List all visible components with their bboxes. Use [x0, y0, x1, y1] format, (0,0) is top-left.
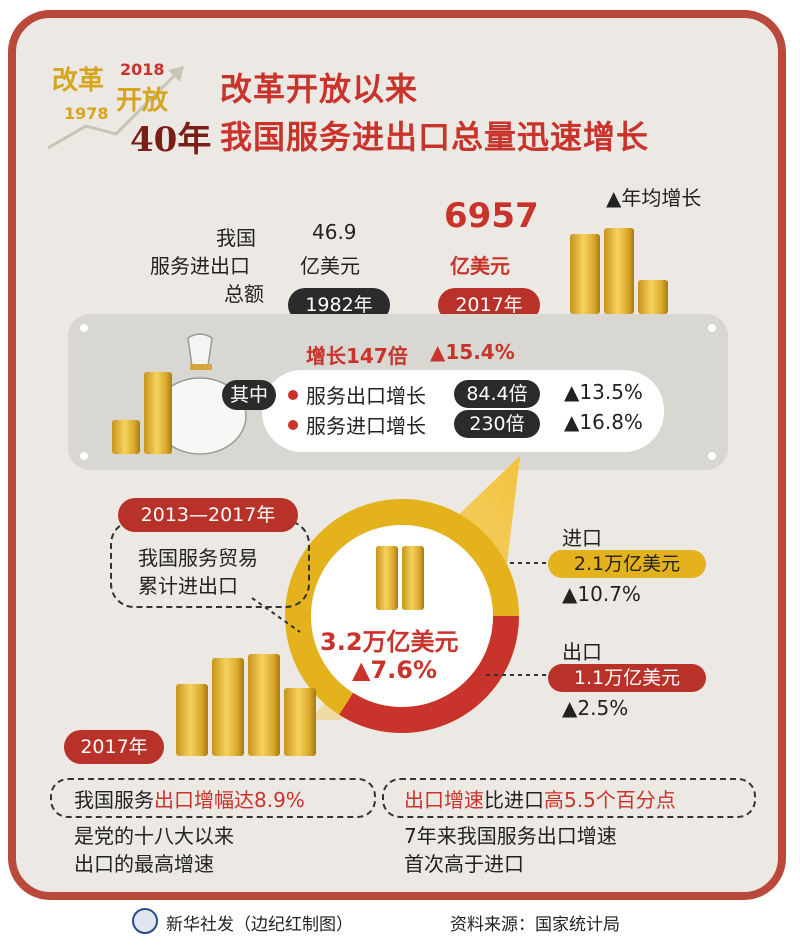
logo-text-open: 开放 — [116, 86, 169, 116]
year-2017-note-badge: 2017年 — [64, 730, 164, 764]
export-growth-rate: ▲13.5% — [564, 380, 643, 404]
coin-stack — [248, 654, 280, 756]
note1-line2: 是党的十八大以来 — [74, 824, 234, 848]
note2-highlight-1: 出口增速 — [404, 788, 484, 812]
note2-highlight-2: 高5.5个百分点 — [544, 788, 676, 812]
coin-stack — [176, 684, 208, 756]
value-2017: 6957 — [444, 196, 539, 236]
period-desc-line2: 累计进出口 — [138, 574, 238, 598]
export-times-badge: 84.4倍 — [454, 380, 540, 408]
coin-stacks-top-right — [566, 228, 676, 316]
band-pin-icon — [708, 324, 716, 332]
period-total: 3.2万亿美元 — [320, 628, 459, 656]
logo-year-2018: 2018 — [120, 60, 165, 79]
note2-mid: 比进口 — [484, 788, 544, 812]
import-label: 进口 — [562, 526, 602, 550]
band-pin-icon — [80, 452, 88, 460]
logo-40-years: 40年 — [130, 120, 212, 160]
coin-stack — [638, 280, 668, 314]
import-connector-icon — [510, 562, 566, 564]
coin-stacks-bottom-left — [172, 654, 322, 758]
period-desc-line1: 我国服务贸易 — [138, 546, 258, 570]
export-connector-icon — [486, 674, 546, 676]
bullet-dot — [288, 390, 298, 400]
ring-center — [311, 525, 493, 707]
import-value-badge: 2.1万亿美元 — [548, 550, 706, 578]
note2-line1: 出口增速比进口高5.5个百分点 — [404, 784, 676, 813]
logo-year-1978: 1978 — [64, 104, 109, 123]
totals-label-line3: 总额 — [224, 282, 264, 306]
coin-stack — [402, 546, 424, 610]
note1-value: 8.9% — [254, 788, 305, 812]
bubble-connector-icon — [251, 597, 301, 633]
coin-stack — [284, 688, 316, 756]
note1-highlight-box — [50, 778, 376, 818]
note2-line2: 7年来我国服务出口增速 — [404, 824, 617, 848]
totals-label-line1: 我国 — [216, 226, 256, 250]
xinhua-logo-icon — [132, 908, 158, 934]
note1-line1: 我国服务出口增幅达8.9% — [74, 784, 305, 813]
coin-stack — [112, 420, 140, 454]
export-value-badge: 1.1万亿美元 — [548, 664, 706, 692]
logo-trend-icon — [47, 66, 184, 150]
note1-highlight: 出口增幅达 — [154, 788, 254, 812]
coin-stack — [144, 372, 172, 454]
growth-rate: ▲15.4% — [430, 340, 515, 364]
coin-stack — [376, 546, 398, 610]
title-line2: 我国服务进出口总量迅速增长 — [220, 118, 650, 156]
period-range-badge: 2013—2017年 — [118, 498, 298, 532]
footer-source: 资料来源：国家统计局 — [450, 915, 620, 935]
band-pin-icon — [708, 452, 716, 460]
note2-line3: 首次高于进口 — [404, 852, 524, 876]
trade-ring-chart — [285, 499, 519, 733]
note2-highlight-box — [382, 778, 756, 818]
unit-2017: 亿美元 — [450, 254, 510, 278]
unit-1982: 亿美元 — [300, 254, 360, 278]
title-line1: 改革开放以来 — [220, 70, 419, 108]
export-label: 出口 — [562, 640, 602, 664]
import-growth-rate: ▲16.8% — [564, 410, 643, 434]
export-rate: ▲2.5% — [562, 696, 629, 720]
anniversary-logo: 改革 开放 2018 1978 40年 — [46, 56, 211, 160]
import-growth-label: 服务进口增长 — [306, 414, 426, 438]
note1-line3: 出口的最高增速 — [74, 852, 214, 876]
coin-stack — [604, 228, 634, 314]
growth-times: 增长147倍 — [306, 344, 408, 368]
footer-agency: 新华社发（边纪红制图） — [166, 915, 353, 935]
bullet-dot — [288, 420, 298, 430]
of-which-badge: 其中 — [222, 380, 276, 410]
ring-export-segment — [285, 499, 519, 733]
import-rate: ▲10.7% — [562, 582, 641, 606]
export-growth-label: 服务出口增长 — [306, 384, 426, 408]
legend-annual-growth: ▲年均增长 — [606, 186, 702, 210]
value-1982: 46.9 — [312, 220, 357, 244]
band-pin-icon — [80, 324, 88, 332]
period-total-rate: ▲7.6% — [352, 656, 438, 684]
coin-stack — [212, 658, 244, 756]
totals-label-line2: 服务进出口 — [150, 254, 250, 278]
import-times-badge: 230倍 — [454, 410, 540, 438]
logo-text-reform: 改革 — [52, 66, 105, 96]
note1-prefix: 我国服务 — [74, 788, 154, 812]
coin-stack — [570, 234, 600, 314]
